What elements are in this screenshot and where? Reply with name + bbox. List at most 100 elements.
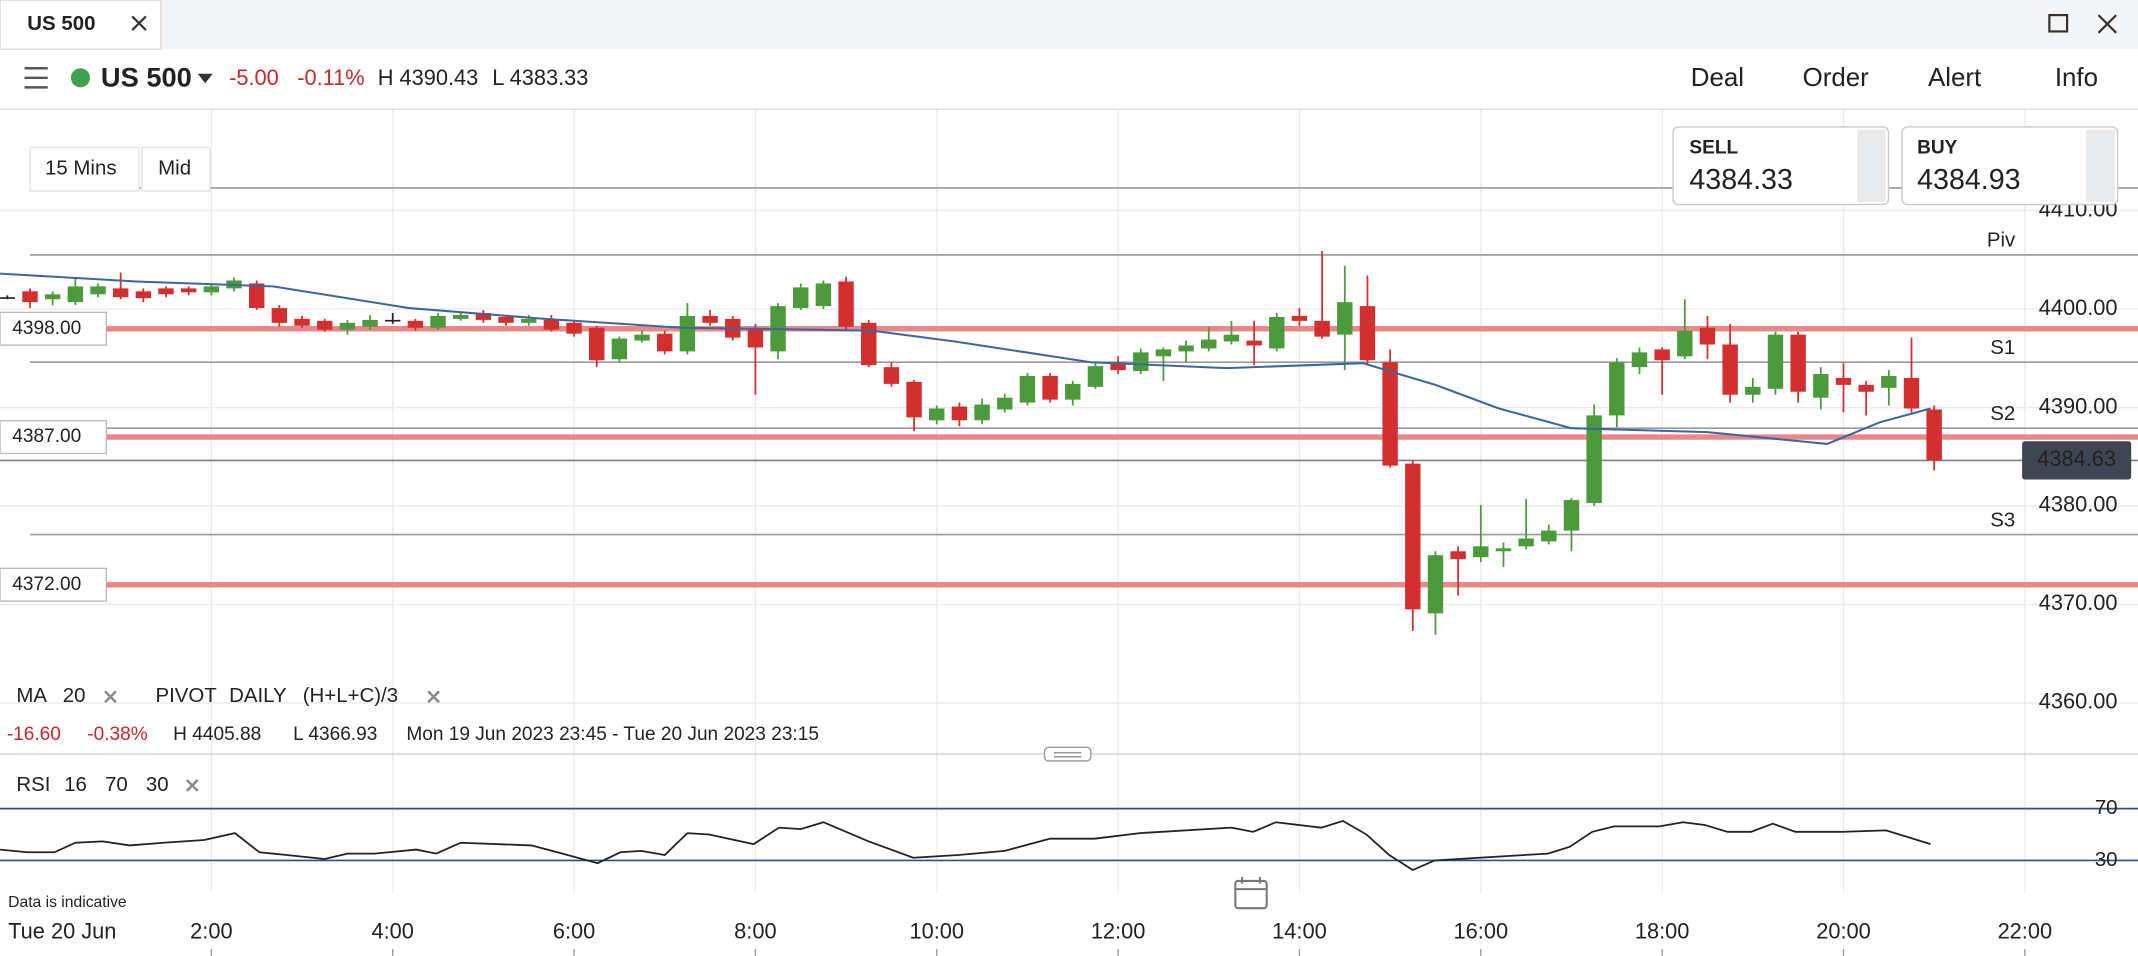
calendar[interactable] bbox=[1234, 879, 1268, 910]
candle-body bbox=[1337, 302, 1353, 335]
candle-body bbox=[90, 286, 106, 295]
remove-pivot[interactable] bbox=[427, 690, 440, 704]
timeframe-button[interactable] bbox=[29, 146, 140, 192]
x-tick-label: 18:00 bbox=[1635, 918, 1690, 943]
action[interactable]: Order bbox=[1803, 64, 1870, 92]
candle-body bbox=[1314, 320, 1330, 337]
summary-high: H 4405.88 bbox=[173, 724, 261, 745]
alert-tag bbox=[0, 420, 108, 455]
candle-body bbox=[22, 291, 38, 303]
candle-body bbox=[294, 318, 310, 326]
handle-grip bbox=[1054, 752, 1082, 758]
candle-body bbox=[1495, 548, 1512, 552]
y-tick-label: 4400.00 bbox=[2039, 295, 2118, 320]
alert-label: 4372.00 bbox=[12, 574, 81, 595]
plot: 2:00 4:00 6:00 8:00 10:00 12:00 14:00 16:00 18:0… bbox=[0, 109, 2138, 956]
candle-body bbox=[861, 322, 877, 366]
buy-button[interactable] bbox=[1901, 126, 2119, 206]
candle-body bbox=[793, 287, 809, 309]
menu[interactable] bbox=[24, 67, 48, 89]
rsi-lower: 30 bbox=[146, 773, 169, 796]
tab-bar bbox=[0, 0, 2138, 50]
x-tick-label: 6:00 bbox=[553, 918, 595, 943]
remove-rsi[interactable] bbox=[185, 779, 199, 792]
candle-body bbox=[543, 319, 560, 330]
candle-body bbox=[679, 315, 696, 352]
rsi-name: RSI bbox=[16, 773, 50, 796]
ma-period: 20 bbox=[63, 684, 86, 707]
candle-body bbox=[611, 338, 628, 360]
candle-body bbox=[1450, 551, 1466, 560]
tab-close[interactable] bbox=[131, 15, 147, 31]
candle-body bbox=[203, 286, 220, 293]
candle-body bbox=[1405, 463, 1421, 610]
rsi-upper: 70 bbox=[105, 773, 128, 796]
note: Data is indicative bbox=[8, 894, 127, 911]
price-type: Mid bbox=[158, 157, 191, 180]
sell-label: SELL bbox=[1689, 138, 1738, 159]
pivot-label: S2 bbox=[1990, 402, 2015, 425]
candle-body bbox=[589, 327, 605, 361]
candle-body bbox=[135, 291, 152, 299]
candle-body bbox=[430, 315, 446, 328]
action[interactable]: Alert bbox=[1928, 64, 1981, 92]
action[interactable]: Deal bbox=[1691, 64, 1744, 92]
last-price-label: 4384.63 bbox=[2037, 446, 2116, 471]
candle-body bbox=[1518, 538, 1534, 547]
y-tick-label: 4380.00 bbox=[2039, 492, 2118, 517]
x-tick-label: 22:00 bbox=[1998, 918, 2053, 943]
candle-body bbox=[634, 334, 650, 341]
candle-body bbox=[657, 333, 673, 352]
alert-label: 4387.00 bbox=[12, 426, 81, 447]
candle-body bbox=[929, 408, 945, 421]
candle-body bbox=[1291, 315, 1308, 321]
candle-body bbox=[1835, 377, 1852, 385]
candle-body bbox=[498, 316, 514, 323]
close[interactable] bbox=[2097, 14, 2117, 34]
maximize[interactable] bbox=[2048, 13, 2069, 33]
date-label: Tue 20 Jun bbox=[8, 918, 116, 943]
buy-price: 4384.93 bbox=[1917, 164, 2020, 196]
price-type-button[interactable] bbox=[141, 146, 211, 192]
alert-tag bbox=[0, 311, 108, 346]
candle-body bbox=[1019, 376, 1036, 403]
y-tick-label: 4370.00 bbox=[2039, 590, 2118, 615]
instrument-caret[interactable] bbox=[197, 73, 213, 84]
rsi-level-label: 70 bbox=[2095, 796, 2118, 819]
x-tick-label: 12:00 bbox=[1091, 918, 1146, 943]
pivot-name: PIVOT bbox=[155, 684, 217, 707]
x-tick-label: 2:00 bbox=[190, 918, 232, 943]
candle-body bbox=[67, 286, 84, 303]
summary-change-pct: -0.38% bbox=[87, 724, 147, 745]
candle-body bbox=[453, 314, 469, 319]
candle-body bbox=[1178, 345, 1194, 352]
buy-side bbox=[2086, 129, 2115, 202]
tab[interactable] bbox=[0, 0, 162, 50]
summary-range: Mon 19 Jun 2023 23:45 - Tue 20 Jun 2023 … bbox=[406, 724, 819, 745]
candle-body bbox=[1155, 349, 1172, 357]
summary-change: -16.60 bbox=[7, 724, 61, 745]
candle-body bbox=[1382, 362, 1398, 466]
remove-ma[interactable] bbox=[104, 690, 117, 704]
candle-body bbox=[815, 283, 832, 307]
candle-body bbox=[1926, 409, 1942, 461]
low: L 4383.33 bbox=[492, 65, 588, 90]
candle-body bbox=[385, 319, 401, 322]
action[interactable]: Info bbox=[2055, 64, 2098, 92]
candle-body bbox=[1586, 415, 1602, 504]
instrument[interactable]: US 500 bbox=[101, 61, 192, 92]
tab-title: US 500 bbox=[27, 12, 95, 35]
candle-body bbox=[1246, 340, 1262, 346]
pivot-label: S3 bbox=[1990, 508, 2015, 531]
candle-body bbox=[521, 318, 537, 323]
candle-body bbox=[339, 322, 356, 330]
candle-body bbox=[702, 315, 718, 323]
candle-body bbox=[1133, 352, 1149, 372]
pivot-formula: (H+L+C)/3 bbox=[303, 684, 398, 707]
resize-handle[interactable] bbox=[1043, 746, 1092, 762]
sell-button[interactable] bbox=[1672, 126, 1890, 206]
change-pct: -0.11% bbox=[297, 65, 364, 90]
candle-body bbox=[906, 381, 922, 418]
candle-body bbox=[838, 281, 854, 327]
